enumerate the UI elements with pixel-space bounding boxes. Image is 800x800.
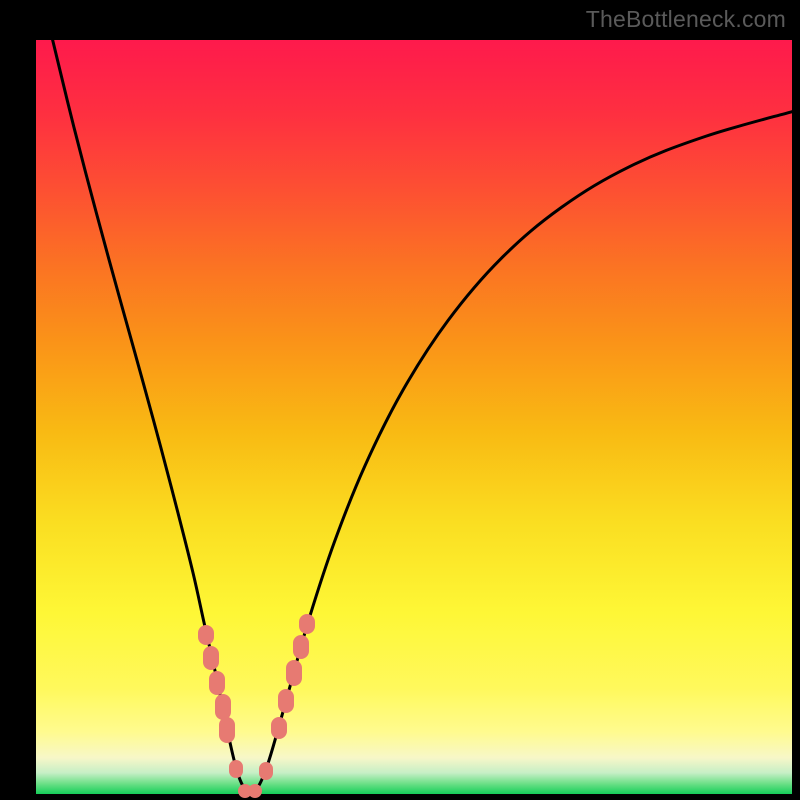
data-marker <box>198 625 214 645</box>
root-stage: TheBottleneck.com <box>0 0 800 800</box>
watermark-text: TheBottleneck.com <box>586 6 786 33</box>
plot-area <box>36 40 792 794</box>
data-marker <box>203 646 219 670</box>
data-marker <box>219 717 235 743</box>
data-marker <box>259 762 273 780</box>
data-marker <box>229 760 243 778</box>
data-marker <box>299 614 315 634</box>
data-marker <box>293 635 309 659</box>
marker-layer <box>36 40 792 794</box>
data-marker <box>286 660 302 686</box>
data-marker <box>271 717 287 739</box>
data-marker <box>248 784 262 798</box>
data-marker <box>278 689 294 713</box>
data-marker <box>209 671 225 695</box>
